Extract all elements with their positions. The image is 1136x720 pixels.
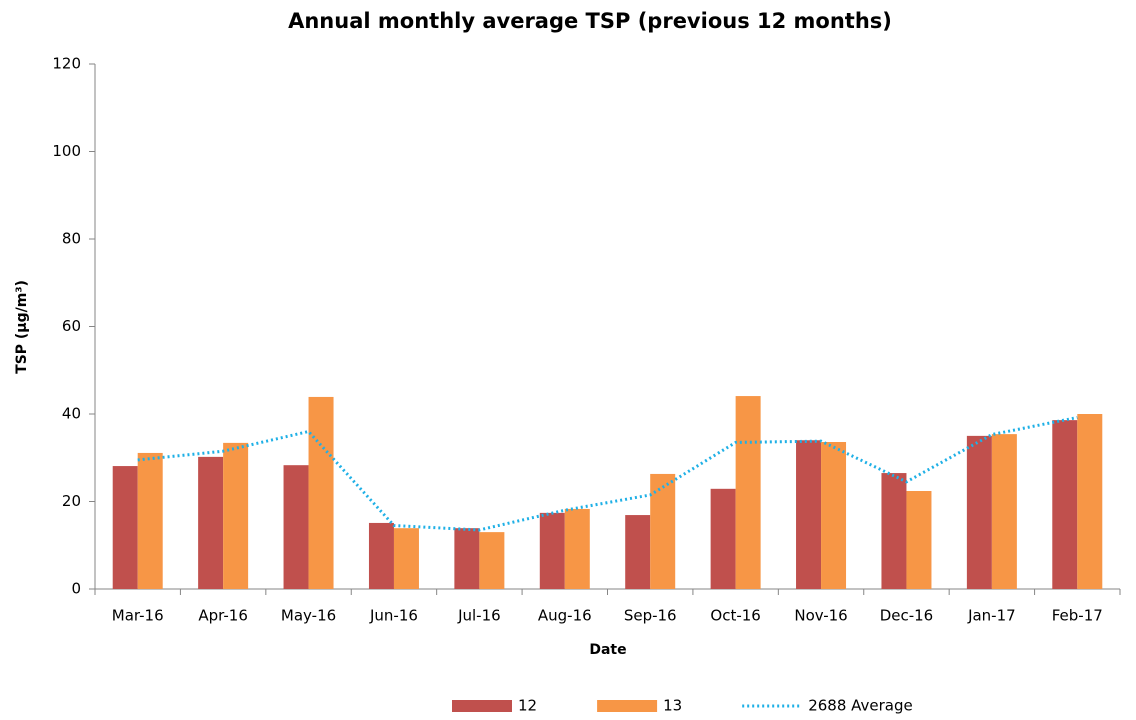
x-tick-label: Feb-17 [1052,607,1103,625]
bar [137,452,163,589]
bar [308,396,334,589]
bar [198,456,224,589]
y-tick-label: 120 [52,55,81,73]
x-tick-label: Jul-16 [457,607,501,625]
y-tick-label: 20 [62,492,81,510]
bar [991,434,1017,589]
x-tick-label: Aug-16 [538,607,592,625]
bar [821,442,847,589]
y-tick-label: 100 [52,142,81,160]
bar [1077,414,1103,589]
bar [283,465,309,589]
bar [796,440,822,589]
y-axis-title: TSP (µg/m³) [14,280,30,374]
y-tick-label: 80 [62,230,81,248]
bar [906,491,932,589]
legend-label: 13 [663,697,682,715]
x-tick-label: Jun-16 [369,607,418,625]
bar [881,473,907,589]
legend-label: 12 [518,697,537,715]
x-tick-label: Nov-16 [794,607,847,625]
x-tick-label: Sep-16 [624,607,677,625]
legend-swatch [597,700,658,712]
x-tick-label: Oct-16 [710,607,760,625]
bar [454,528,480,589]
bar [112,466,138,589]
chart-title: Annual monthly average TSP (previous 12 … [288,9,892,33]
bar [479,532,505,589]
line-series [137,416,1078,532]
bar [625,515,651,589]
legend-swatch [452,700,512,712]
x-tick-label: Apr-16 [198,607,248,625]
x-tick-label: May-16 [281,607,336,625]
bar [735,396,761,589]
x-tick-label: Jan-17 [967,607,1016,625]
bar [393,528,419,589]
legend-label: 2688 Average [808,697,913,715]
y-tick-label: 60 [62,317,81,335]
x-tick-label: Dec-16 [880,607,934,625]
bar [223,442,249,589]
bar [966,435,992,589]
y-tick-label: 40 [62,405,81,423]
y-tick-label: 0 [71,580,81,598]
bar [1052,420,1078,589]
x-axis-title: Date [589,642,626,658]
bar [539,512,565,589]
bar [564,508,590,589]
bar [368,522,394,589]
x-tick-label: Mar-16 [112,607,164,625]
bar [710,488,736,589]
